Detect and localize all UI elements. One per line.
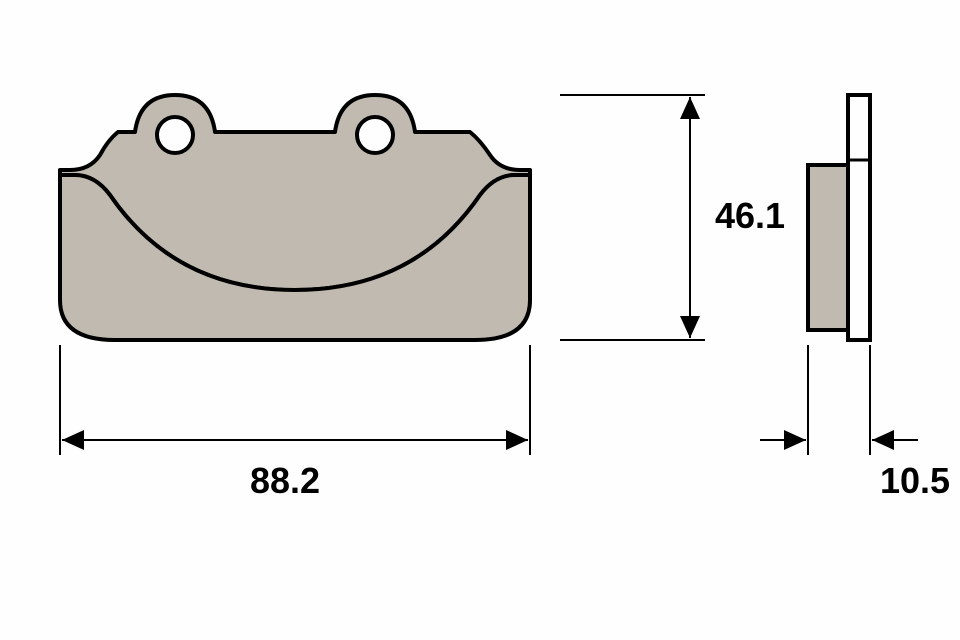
label-width: 88.2 <box>250 460 320 502</box>
label-height: 46.1 <box>715 195 785 237</box>
technical-drawing: 88.2 46.1 10.5 <box>0 0 960 640</box>
side-backplate <box>848 95 870 340</box>
side-pad <box>808 165 848 330</box>
mount-hole-right <box>357 117 393 153</box>
label-thickness: 10.5 <box>880 460 950 502</box>
dim-thickness <box>760 345 918 455</box>
front-view <box>60 95 530 340</box>
dim-width <box>60 345 530 455</box>
drawing-svg <box>0 0 960 640</box>
side-view <box>808 95 870 340</box>
dim-height <box>560 95 705 340</box>
mount-hole-left <box>157 117 193 153</box>
